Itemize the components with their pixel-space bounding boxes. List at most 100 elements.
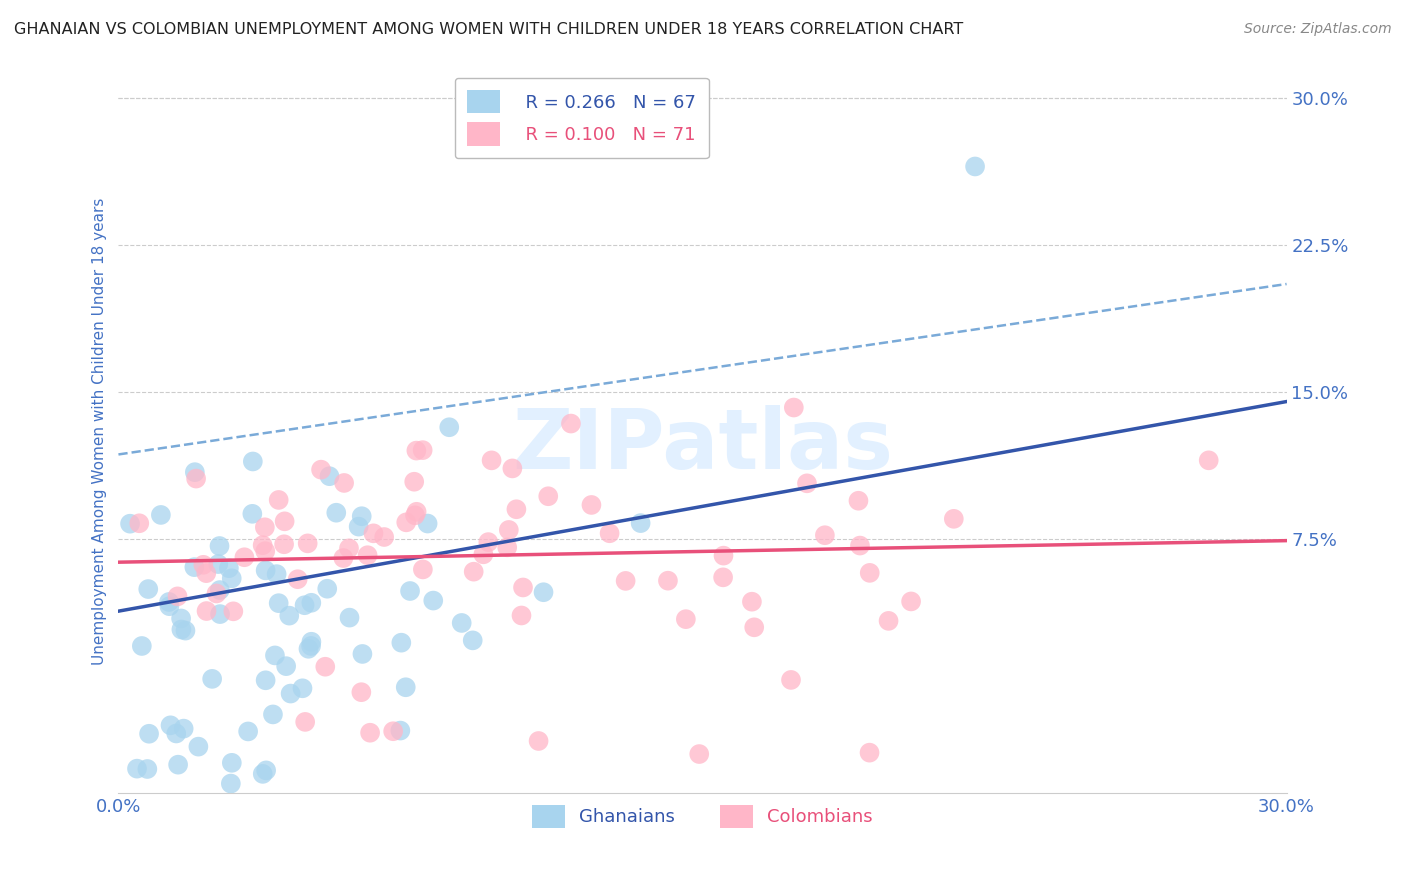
Point <box>900 594 922 608</box>
Point <box>450 615 472 630</box>
Point <box>814 528 837 542</box>
Point <box>208 539 231 553</box>
Point <box>630 516 652 530</box>
Point <box>309 463 332 477</box>
Point <box>184 465 207 479</box>
Point <box>170 623 193 637</box>
Point <box>1198 453 1220 467</box>
Point <box>233 550 256 565</box>
Point <box>877 614 900 628</box>
Point <box>382 724 405 739</box>
Point <box>136 582 159 596</box>
Point <box>267 492 290 507</box>
Point <box>157 599 180 614</box>
Point <box>395 680 418 694</box>
Point <box>505 502 527 516</box>
Point <box>688 747 710 761</box>
Point <box>849 539 872 553</box>
Point <box>118 516 141 531</box>
Point <box>240 507 263 521</box>
Text: Source: ZipAtlas.com: Source: ZipAtlas.com <box>1244 22 1392 37</box>
Point <box>363 526 385 541</box>
Point <box>848 493 870 508</box>
Point <box>195 604 218 618</box>
Point <box>264 648 287 663</box>
Point <box>136 762 159 776</box>
Point <box>273 537 295 551</box>
Point <box>412 562 434 576</box>
Point <box>174 624 197 638</box>
Legend: Ghanaians, Colombians: Ghanaians, Colombians <box>524 797 880 835</box>
Point <box>173 722 195 736</box>
Point <box>299 634 322 648</box>
Point <box>416 516 439 531</box>
Point <box>350 685 373 699</box>
Point <box>337 541 360 556</box>
Point <box>314 659 336 673</box>
Point <box>254 563 277 577</box>
Point <box>404 508 426 523</box>
Point <box>207 557 229 571</box>
Point <box>166 590 188 604</box>
Point <box>560 417 582 431</box>
Point <box>195 566 218 581</box>
Point <box>796 476 818 491</box>
Point <box>167 757 190 772</box>
Point <box>254 764 277 778</box>
Point <box>221 571 243 585</box>
Text: GHANAIAN VS COLOMBIAN UNEMPLOYMENT AMONG WOMEN WITH CHILDREN UNDER 18 YEARS CORR: GHANAIAN VS COLOMBIAN UNEMPLOYMENT AMONG… <box>14 22 963 37</box>
Point <box>184 472 207 486</box>
Point <box>205 586 228 600</box>
Point <box>533 585 555 599</box>
Point <box>859 566 882 580</box>
Y-axis label: Unemployment Among Women with Children Under 18 years: Unemployment Among Women with Children U… <box>93 197 107 665</box>
Point <box>463 565 485 579</box>
Point <box>742 620 765 634</box>
Point <box>218 561 240 575</box>
Point <box>332 551 354 566</box>
Point <box>273 514 295 528</box>
Point <box>125 762 148 776</box>
Point <box>316 582 339 596</box>
Point <box>252 538 274 552</box>
Point <box>741 595 763 609</box>
Point <box>858 746 880 760</box>
Point <box>222 604 245 618</box>
Point <box>278 608 301 623</box>
Point <box>498 523 520 537</box>
Point <box>599 526 621 541</box>
Point <box>183 560 205 574</box>
Point <box>297 536 319 550</box>
Point <box>242 454 264 468</box>
Text: ZIPatlas: ZIPatlas <box>512 405 893 486</box>
Point <box>294 714 316 729</box>
Point <box>373 530 395 544</box>
Point <box>209 607 232 621</box>
Point <box>412 443 434 458</box>
Point <box>325 506 347 520</box>
Point <box>512 581 534 595</box>
Point <box>501 461 523 475</box>
Point <box>280 687 302 701</box>
Point <box>267 596 290 610</box>
Point <box>352 647 374 661</box>
Point <box>404 475 426 489</box>
Point <box>208 583 231 598</box>
Point <box>477 535 499 549</box>
Point <box>350 509 373 524</box>
Point <box>942 512 965 526</box>
Point <box>359 725 381 739</box>
Point <box>496 541 519 555</box>
Point <box>254 544 277 558</box>
Point <box>439 420 461 434</box>
Point <box>395 516 418 530</box>
Point <box>780 673 803 687</box>
Point <box>170 611 193 625</box>
Point <box>339 610 361 624</box>
Point <box>287 572 309 586</box>
Point <box>159 718 181 732</box>
Point <box>187 739 209 754</box>
Point <box>254 673 277 688</box>
Point <box>347 519 370 533</box>
Point <box>713 549 735 563</box>
